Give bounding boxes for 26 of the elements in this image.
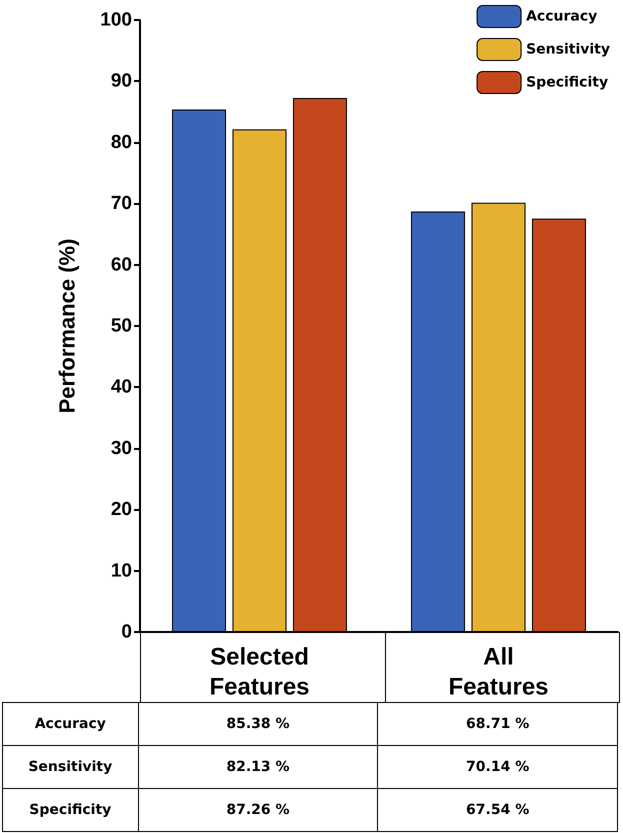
text: Specificity	[29, 802, 112, 818]
y-tick-label: 30	[110, 438, 132, 459]
y-tick-label: 100	[100, 10, 132, 30]
legend-label: Sensitivity	[526, 42, 610, 58]
y-tick-label: 20	[110, 499, 132, 520]
data-label: 87.26 %	[138, 788, 378, 832]
y-axis-title: Performance (%)	[54, 238, 80, 414]
data-label: 67.54 %	[378, 788, 618, 832]
y-tick-label: 40	[110, 376, 132, 398]
y-tick-label: 90	[110, 70, 132, 92]
text: Accuracy	[34, 716, 106, 732]
y-tick-label: 50	[110, 316, 132, 336]
y-tick-label: 70	[110, 193, 132, 214]
x-tick-label: All Features	[448, 644, 549, 700]
data-label: 70.14 %	[378, 746, 618, 788]
y-tick-label: 80	[110, 132, 132, 153]
y-tick-label: 60	[110, 254, 132, 276]
data-label: 85.38 %	[138, 702, 378, 746]
y-tick-label: 0	[121, 622, 132, 642]
legend-label: Accuracy	[526, 8, 598, 24]
data-label: 82.13 %	[138, 746, 378, 788]
x-tick-label: Selected Features	[209, 644, 310, 700]
legend-label: Specificity	[526, 74, 608, 90]
text: Sensitivity	[28, 759, 112, 775]
y-tick-label: 10	[110, 560, 132, 582]
data-label: 68.71 %	[378, 702, 618, 746]
